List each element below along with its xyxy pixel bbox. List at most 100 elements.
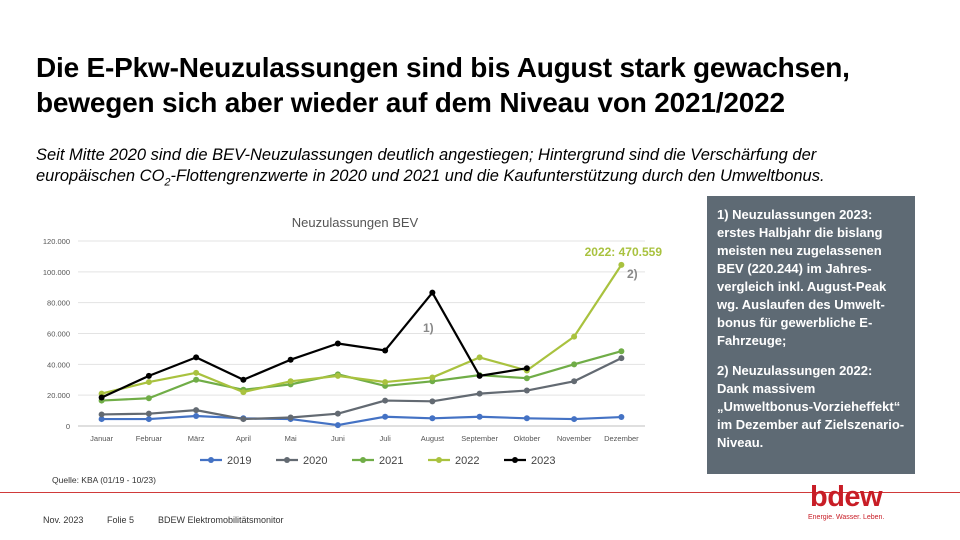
footer-divider xyxy=(0,492,960,493)
series-2022 xyxy=(98,261,625,397)
data-point xyxy=(287,356,294,363)
x-tick-label: Februar xyxy=(136,434,163,443)
y-tick-label: 40.000 xyxy=(47,360,70,369)
note-2: 2) Neuzulassungen 2022: Dank massivem „U… xyxy=(717,363,905,450)
x-tick-label: September xyxy=(461,434,498,443)
series-line xyxy=(101,350,622,402)
data-point xyxy=(193,369,200,376)
data-point xyxy=(240,389,247,396)
legend-item-2023: 2023 xyxy=(504,455,555,467)
data-point xyxy=(523,375,530,382)
data-point xyxy=(429,374,436,381)
data-point xyxy=(193,407,200,414)
chart-series xyxy=(98,261,625,429)
data-point xyxy=(382,397,389,404)
legend-item-2020: 2020 xyxy=(276,455,327,467)
x-tick-label: August xyxy=(421,434,445,443)
data-point xyxy=(618,414,625,421)
data-point xyxy=(523,415,530,422)
legend-swatch-marker xyxy=(284,457,290,463)
y-tick-label: 100.000 xyxy=(43,268,70,277)
series-2020 xyxy=(98,355,625,423)
legend-label: 2021 xyxy=(379,455,403,467)
x-tick-label: Mai xyxy=(285,434,297,443)
bdew-tagline: Energie. Wasser. Leben. xyxy=(808,514,885,521)
data-point xyxy=(382,347,389,354)
legend-swatch-marker xyxy=(512,457,518,463)
annotation-marker-2: 2) xyxy=(627,267,638,281)
x-tick-label: Juli xyxy=(379,434,391,443)
chart-title: Neuzulassungen BEV xyxy=(292,215,419,230)
data-point xyxy=(382,413,389,420)
series-2023 xyxy=(98,289,530,401)
data-point xyxy=(571,361,578,368)
y-tick-label: 20.000 xyxy=(47,391,70,400)
data-point xyxy=(429,398,436,405)
footer-slide-number: Folie 5 xyxy=(107,515,135,525)
series-line xyxy=(101,291,528,399)
data-point xyxy=(334,372,341,379)
data-point xyxy=(145,410,152,417)
series-line xyxy=(101,264,623,395)
data-point xyxy=(618,355,625,362)
data-point xyxy=(523,387,530,394)
y-tick-label: 120.000 xyxy=(43,237,70,246)
legend-label: 2022 xyxy=(455,455,479,467)
y-tick-label: 0 xyxy=(66,422,70,431)
y-tick-label: 80.000 xyxy=(47,299,70,308)
data-point xyxy=(98,411,105,418)
subtitle-co2-subscript: 2 xyxy=(164,176,171,189)
notes-box: 1) Neuzulassungen 2023: erstes Halbjahr … xyxy=(707,196,915,474)
source-note: Quelle: KBA (01/19 - 10/23) xyxy=(52,475,156,485)
x-tick-label: März xyxy=(188,434,205,443)
data-point xyxy=(429,289,436,296)
legend-item-2022: 2022 xyxy=(428,455,479,467)
data-point xyxy=(193,376,200,383)
chart-grid xyxy=(78,240,645,427)
bdew-logo: bdew xyxy=(810,481,883,513)
x-tick-label: Oktober xyxy=(514,434,541,443)
data-point xyxy=(476,390,483,397)
legend-swatch-marker xyxy=(208,457,214,463)
legend-swatch-marker xyxy=(360,457,366,463)
data-point xyxy=(287,414,294,421)
legend-label: 2023 xyxy=(531,455,555,467)
data-point xyxy=(145,372,152,379)
x-tick-label: Januar xyxy=(90,434,113,443)
data-point xyxy=(240,376,247,383)
y-tick-label: 60.000 xyxy=(47,330,70,339)
data-point xyxy=(382,379,389,386)
footer-date: Nov. 2023 xyxy=(43,515,84,525)
peak-annotation: 2022: 470.559 xyxy=(585,245,663,259)
bev-registrations-chart: Neuzulassungen BEV 0 20.000 40.000 60.000 80… xyxy=(43,215,663,467)
slide-subtitle: Seit Mitte 2020 sind die BEV-Neuzulassun… xyxy=(36,145,916,193)
legend-label: 2019 xyxy=(227,455,251,467)
series-line xyxy=(101,414,622,427)
x-tick-label: April xyxy=(236,434,251,443)
subtitle-line-2-b: -Flottengrenzwerte in 2020 und 2021 und … xyxy=(170,167,825,185)
slide-title-line-2: bewegen sich aber wieder auf dem Niveau … xyxy=(36,87,785,118)
x-tick-label: November xyxy=(557,434,592,443)
data-point xyxy=(334,422,341,429)
data-point xyxy=(145,379,152,386)
data-point xyxy=(618,261,625,268)
x-tick-label: Dezember xyxy=(604,434,639,443)
data-point xyxy=(523,365,530,372)
slide-title: Die E-Pkw-Neuzulassungen sind bis August… xyxy=(36,50,936,120)
data-point xyxy=(334,340,341,347)
y-axis-ticks: 0 20.000 40.000 60.000 80.000 100.000 120.000 xyxy=(43,237,70,431)
subtitle-line-2-a: europäischen CO xyxy=(36,167,165,185)
data-point xyxy=(193,354,200,361)
data-point xyxy=(618,348,625,355)
data-point xyxy=(571,416,578,423)
data-point xyxy=(476,413,483,420)
data-point xyxy=(476,354,483,361)
subtitle-line-2: europäischen CO2-Flottengrenzwerte in 20… xyxy=(36,166,916,193)
legend-label: 2020 xyxy=(303,455,327,467)
data-point xyxy=(476,372,483,379)
data-point xyxy=(571,333,578,340)
data-point xyxy=(98,394,105,401)
data-point xyxy=(193,412,200,419)
data-point xyxy=(240,416,247,423)
chart-legend: 2019 2020 2021 2022 2023 xyxy=(200,455,555,467)
